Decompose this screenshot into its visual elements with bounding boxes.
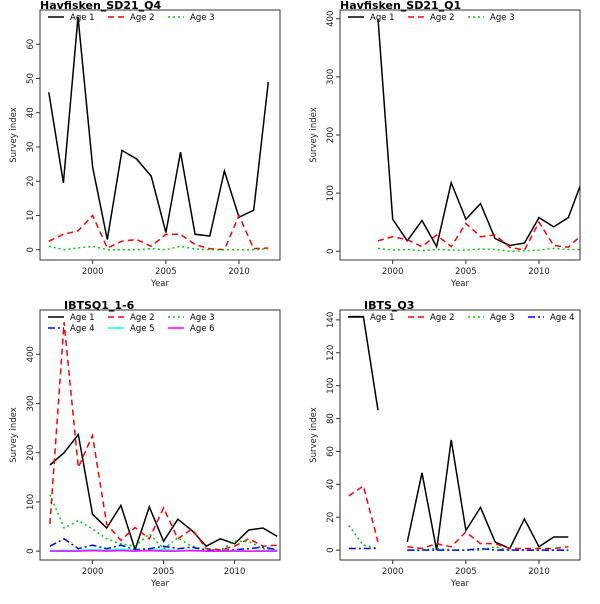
y-tick-label: 100 xyxy=(326,185,336,201)
y-tick-label: 300 xyxy=(26,395,36,411)
series-line xyxy=(377,18,580,249)
x-tick-label: 2005 xyxy=(153,567,175,577)
legend-entry: Age 1 xyxy=(370,13,395,23)
plot-frame xyxy=(39,9,281,261)
legend-entry: Age 4 xyxy=(70,324,95,334)
y-axis-label: Survey index xyxy=(9,107,19,163)
x-tick-label: 2010 xyxy=(228,267,250,277)
plot-area xyxy=(48,16,270,251)
y-tick-label: 300 xyxy=(326,69,336,85)
plot-frame xyxy=(339,9,581,261)
x-axis-label: Year xyxy=(150,279,170,289)
series-line xyxy=(49,549,278,552)
legend-entry: Age 2 xyxy=(430,13,455,23)
x-tick-label: 2010 xyxy=(528,267,550,277)
plot-frame xyxy=(339,309,581,561)
series-line xyxy=(348,525,379,550)
legend-entry: Age 2 xyxy=(430,313,455,323)
series-line xyxy=(348,315,379,411)
legend-entry: Age 1 xyxy=(70,13,95,23)
series-line xyxy=(49,537,278,552)
chart-title: IBTSQ1_1-6 xyxy=(64,299,135,312)
x-tick-label: 2000 xyxy=(382,567,404,577)
chart-title: Havfisken_SD21_Q4 xyxy=(40,0,162,12)
y-tick-label: 0 xyxy=(26,247,36,252)
legend-entry: Age 3 xyxy=(490,313,515,323)
y-axis-label: Survey index xyxy=(309,407,319,463)
series-line xyxy=(407,530,569,550)
series-line xyxy=(48,16,270,240)
plot-area xyxy=(49,322,278,553)
y-tick-label: 60 xyxy=(326,446,336,457)
y-tick-label: 140 xyxy=(326,312,336,328)
x-tick-label: 2010 xyxy=(528,567,550,577)
legend-entry: Age 2 xyxy=(130,13,155,23)
y-tick-label: 30 xyxy=(26,142,36,153)
series-line xyxy=(49,322,278,551)
legend-entry: Age 2 xyxy=(130,313,155,323)
x-tick-label: 2000 xyxy=(82,567,104,577)
y-tick-label: 50 xyxy=(26,73,36,84)
legend-entry: Age 3 xyxy=(190,313,215,323)
chart-panel: IBTS_Q3 2000 2005 2010 0 20 40 60 80 100 120 140 Yea… xyxy=(309,299,581,589)
series-line xyxy=(407,547,569,551)
x-tick-label: 2005 xyxy=(455,567,477,577)
x-axis-label: Year xyxy=(450,579,470,589)
x-tick-label: 2005 xyxy=(455,267,477,277)
legend-entry: Age 6 xyxy=(190,324,215,334)
y-axis-label: Survey index xyxy=(309,107,319,163)
chart-title: IBTS_Q3 xyxy=(364,299,414,312)
y-tick-label: 400 xyxy=(326,11,336,27)
series-line xyxy=(49,432,278,553)
x-tick-label: 2000 xyxy=(82,267,104,277)
series-line xyxy=(407,546,569,551)
chart-title: Havfisken_SD21_Q1 xyxy=(340,0,461,12)
legend-entry: Age 1 xyxy=(370,313,395,323)
plot-area xyxy=(377,18,580,253)
y-tick-label: 100 xyxy=(26,494,36,510)
chart-panel: Havfisken_SD21_Q1 2000 2005 2010 0 100 200 300 4… xyxy=(309,0,581,289)
chart-panel: Havfisken_SD21_Q4 2000 2005 2010 0 10 20 30 40 50… xyxy=(9,0,281,289)
y-tick-label: 200 xyxy=(326,127,336,143)
y-tick-label: 40 xyxy=(26,107,36,118)
x-tick-label: 2010 xyxy=(224,567,246,577)
y-tick-label: 40 xyxy=(326,479,336,490)
y-tick-label: 100 xyxy=(326,378,336,394)
series-line xyxy=(48,245,269,251)
y-axis-label: Survey index xyxy=(9,407,19,463)
x-axis-label: Year xyxy=(450,279,470,289)
y-tick-label: 0 xyxy=(326,547,336,552)
series-line xyxy=(348,484,379,543)
legend-entry: Age 3 xyxy=(490,13,515,23)
y-tick-label: 400 xyxy=(26,346,36,362)
plot-frame xyxy=(39,309,281,561)
legend-entry: Age 5 xyxy=(130,324,155,334)
y-tick-label: 120 xyxy=(326,345,336,361)
y-tick-label: 80 xyxy=(326,413,336,424)
legend-entry: Age 4 xyxy=(550,313,575,323)
x-tick-label: 2000 xyxy=(382,267,404,277)
series-line xyxy=(377,220,580,251)
y-tick-label: 200 xyxy=(26,445,36,461)
series-line xyxy=(48,213,269,251)
y-tick-label: 60 xyxy=(26,39,36,50)
y-tick-label: 20 xyxy=(326,512,336,523)
x-axis-label: Year xyxy=(150,579,170,589)
chart-panel: IBTSQ1_1-6 2000 2005 2010 0 100 200 300 400 Year S… xyxy=(9,299,281,589)
series-line xyxy=(406,439,569,551)
y-tick-label: 20 xyxy=(26,176,36,187)
legend-entry: Age 3 xyxy=(190,13,215,23)
y-tick-label: 0 xyxy=(326,249,336,254)
y-tick-label: 0 xyxy=(26,548,36,553)
y-tick-label: 10 xyxy=(26,210,36,221)
series-line xyxy=(377,247,580,253)
legend-entry: Age 1 xyxy=(70,313,95,323)
x-tick-label: 2005 xyxy=(155,267,177,277)
plot-area xyxy=(348,315,569,551)
